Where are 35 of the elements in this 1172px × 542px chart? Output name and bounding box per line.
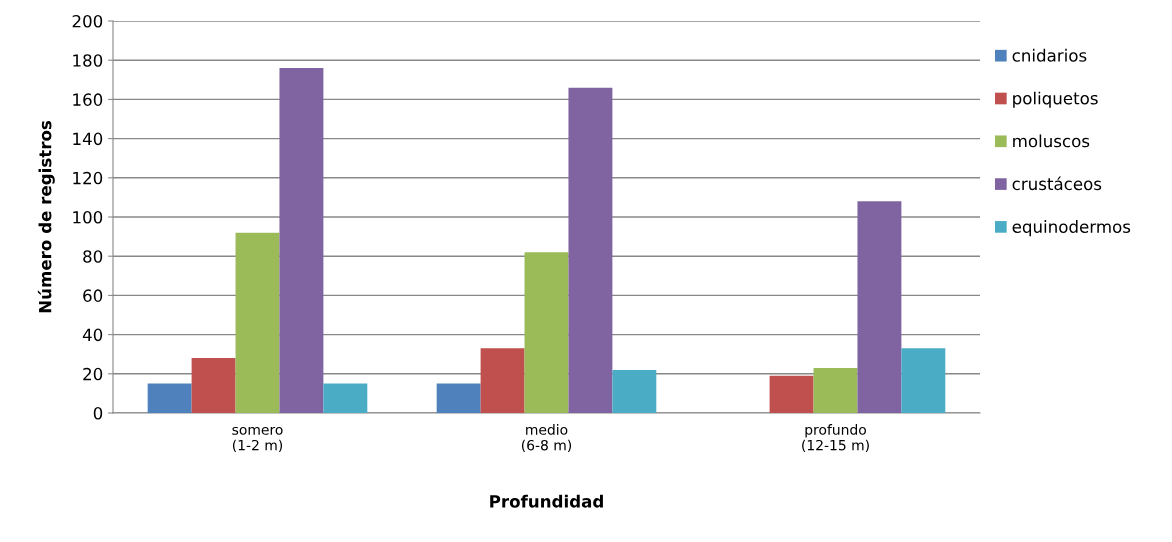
y-tick-label: 200 — [72, 14, 103, 28]
legend-label: equinodermos — [1012, 220, 1131, 237]
y-tick-label: 40 — [82, 328, 103, 342]
y-tick-label: 80 — [83, 250, 103, 263]
bar — [612, 369, 657, 413]
bar — [147, 383, 192, 413]
legend-label: cnidarios — [1012, 48, 1087, 62]
bar — [813, 367, 858, 413]
legend-label: poliquetos — [1013, 91, 1098, 108]
x-tick-label: somero (1-2 m) — [232, 426, 283, 453]
y-tick-label: 120 — [73, 171, 103, 185]
bar — [769, 375, 814, 413]
bar — [901, 348, 946, 413]
bar — [857, 201, 902, 413]
legend-label: moluscos — [1013, 134, 1090, 148]
y-tick-label: 20 — [83, 367, 103, 381]
y-tick-label: 100 — [73, 210, 103, 224]
x-tick-label: profundo (12-15 m) — [802, 424, 869, 453]
bar — [480, 348, 525, 413]
y-tick-label: 180 — [73, 54, 103, 67]
bar — [279, 68, 324, 413]
x-tick-label: medio (6-8 m) — [521, 424, 572, 453]
bar — [568, 87, 613, 413]
y-tick-label: 0 — [93, 406, 103, 420]
y-tick-label: 60 — [83, 289, 103, 302]
bar — [191, 358, 236, 413]
bar — [524, 252, 569, 413]
y-tick-label: 160 — [73, 93, 103, 106]
bar — [235, 232, 280, 413]
bar — [323, 383, 368, 413]
y-tick-label: 140 — [73, 132, 103, 146]
y-axis-title: Número de registros — [37, 120, 55, 313]
legend-label: crustáceos — [1012, 176, 1102, 191]
x-axis-title: Profundidad — [490, 494, 603, 508]
bar — [436, 383, 481, 413]
